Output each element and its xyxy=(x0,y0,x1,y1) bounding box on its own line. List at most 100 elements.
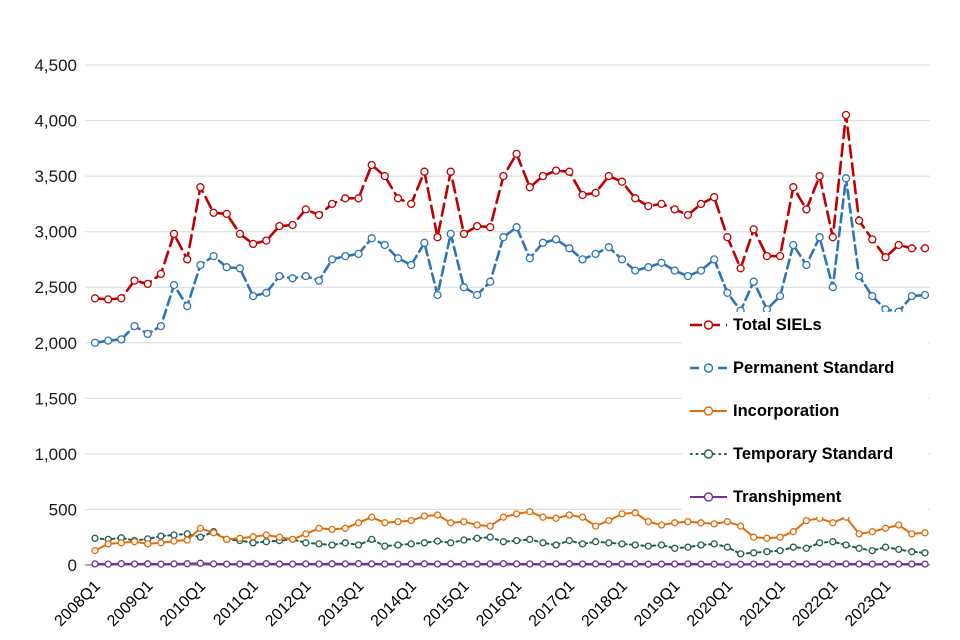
marker-permanent-standard xyxy=(486,277,495,286)
marker-transhipment xyxy=(605,560,613,568)
marker-permanent-standard xyxy=(762,305,772,314)
x-axis-label: 2008Q1 xyxy=(52,578,104,630)
marker-total-siels xyxy=(196,183,205,192)
marker-temporary-standard xyxy=(855,544,863,552)
marker-temporary-standard xyxy=(170,531,178,539)
legend-marker xyxy=(703,320,714,330)
marker-temporary-standard xyxy=(249,539,257,547)
marker-transhipment xyxy=(486,560,494,568)
marker-incorporation xyxy=(671,519,679,527)
x-axis-label: 2021Q1 xyxy=(737,578,789,630)
marker-total-siels xyxy=(670,205,679,214)
marker-permanent-standard xyxy=(617,255,627,264)
marker-permanent-standard xyxy=(670,266,679,275)
marker-incorporation xyxy=(288,535,297,544)
marker-transhipment xyxy=(275,560,284,568)
marker-transhipment xyxy=(895,560,903,568)
marker-incorporation xyxy=(789,528,797,536)
marker-total-siels xyxy=(222,209,231,219)
marker-incorporation xyxy=(710,520,718,528)
marker-incorporation xyxy=(130,538,139,546)
marker-total-siels xyxy=(604,171,613,181)
marker-incorporation xyxy=(157,539,165,547)
marker-temporary-standard xyxy=(605,539,613,547)
marker-transhipment xyxy=(315,560,323,568)
marker-permanent-standard xyxy=(881,305,890,314)
marker-total-siels xyxy=(433,233,442,242)
marker-temporary-standard xyxy=(921,549,929,557)
marker-transhipment xyxy=(117,560,125,568)
marker-transhipment xyxy=(144,560,152,568)
marker-incorporation xyxy=(262,531,270,539)
marker-transhipment xyxy=(512,560,521,568)
series-line-permanent-standard xyxy=(93,177,927,345)
marker-total-siels xyxy=(538,171,548,181)
marker-temporary-standard xyxy=(618,540,626,548)
marker-incorporation xyxy=(802,516,811,525)
marker-temporary-standard xyxy=(302,539,310,547)
marker-permanent-standard xyxy=(459,283,469,292)
marker-transhipment xyxy=(394,560,402,568)
marker-transhipment xyxy=(723,560,732,569)
marker-incorporation xyxy=(776,533,784,541)
marker-incorporation xyxy=(473,521,481,529)
marker-transhipment xyxy=(618,560,626,568)
marker-total-siels xyxy=(789,183,798,192)
marker-transhipment xyxy=(209,560,218,568)
marker-transhipment xyxy=(815,560,824,568)
marker-temporary-standard xyxy=(354,541,363,549)
marker-transhipment xyxy=(328,560,336,568)
y-axis-label: 4,000 xyxy=(34,112,77,131)
marker-temporary-standard xyxy=(578,540,587,548)
marker-temporary-standard xyxy=(908,548,916,556)
marker-incorporation xyxy=(539,513,547,521)
marker-total-siels xyxy=(472,221,482,231)
marker-incorporation xyxy=(460,518,468,526)
marker-incorporation xyxy=(895,521,903,529)
marker-transhipment xyxy=(881,560,890,568)
marker-incorporation xyxy=(736,522,745,530)
marker-incorporation xyxy=(368,513,376,521)
marker-temporary-standard xyxy=(394,541,402,549)
legend-marker xyxy=(703,363,714,373)
marker-temporary-standard xyxy=(684,543,692,551)
marker-incorporation xyxy=(631,509,639,517)
marker-permanent-standard xyxy=(104,336,113,345)
marker-transhipment xyxy=(684,560,692,568)
marker-permanent-standard xyxy=(920,290,930,300)
marker-temporary-standard xyxy=(710,540,718,548)
marker-permanent-standard xyxy=(828,283,837,292)
marker-transhipment xyxy=(526,560,534,568)
marker-permanent-standard xyxy=(657,258,666,267)
marker-incorporation xyxy=(407,516,415,525)
marker-transhipment xyxy=(565,560,573,568)
marker-incorporation xyxy=(486,522,494,530)
marker-transhipment xyxy=(657,560,666,568)
marker-transhipment xyxy=(736,560,745,568)
marker-permanent-standard xyxy=(288,274,297,283)
marker-total-siels xyxy=(907,244,916,253)
legend-marker xyxy=(703,449,714,459)
marker-permanent-standard xyxy=(525,254,534,263)
marker-temporary-standard xyxy=(486,533,494,541)
marker-temporary-standard xyxy=(815,539,824,547)
marker-permanent-standard xyxy=(248,291,258,301)
marker-permanent-standard xyxy=(907,291,916,301)
marker-incorporation xyxy=(526,508,534,516)
marker-total-siels xyxy=(591,188,600,197)
marker-incorporation xyxy=(249,533,257,541)
x-axis-label: 2013Q1 xyxy=(315,578,367,630)
y-axis-label: 4,500 xyxy=(34,56,77,75)
marker-total-siels xyxy=(117,294,126,303)
marker-temporary-standard xyxy=(657,541,666,549)
marker-incorporation xyxy=(117,539,125,547)
x-axis-label: 2018Q1 xyxy=(579,578,631,630)
marker-total-siels xyxy=(762,251,772,261)
marker-temporary-standard xyxy=(736,550,745,558)
marker-temporary-standard xyxy=(565,536,573,545)
marker-transhipment xyxy=(354,560,363,568)
marker-transhipment xyxy=(104,560,112,568)
marker-incorporation xyxy=(196,524,205,532)
